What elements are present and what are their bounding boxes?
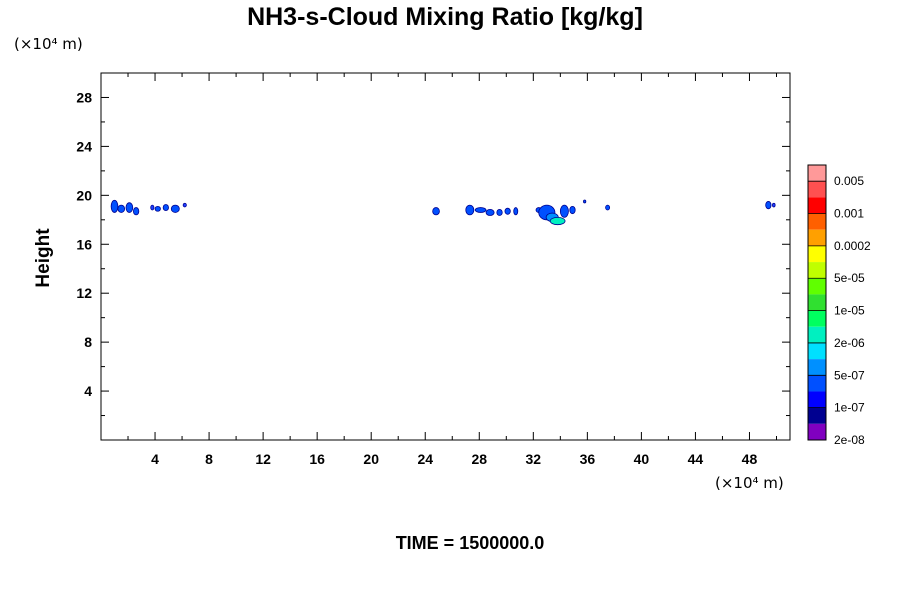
y-unit-label: (×10⁴ m) xyxy=(14,35,83,53)
x-tick-label: 8 xyxy=(205,451,213,467)
cloud-blob xyxy=(569,205,576,215)
cloud-blob xyxy=(154,205,161,212)
cloud-blob xyxy=(474,207,487,213)
cloud-blob xyxy=(117,204,126,213)
colorbar-swatch xyxy=(808,213,826,230)
x-tick-label: 32 xyxy=(526,451,542,467)
cloud-blob xyxy=(765,201,772,210)
x-tick-label: 48 xyxy=(742,451,758,467)
x-tick-label: 44 xyxy=(688,451,704,467)
colorbar-label: 5e-07 xyxy=(834,368,865,382)
x-tick-label: 12 xyxy=(255,451,271,467)
y-tick-label: 24 xyxy=(76,138,92,154)
plot-frame xyxy=(100,72,791,441)
x-tick-label: 40 xyxy=(634,451,650,467)
colorbar-label: 2e-08 xyxy=(834,433,865,447)
cloud-blob xyxy=(485,209,495,216)
x-tick-label: 20 xyxy=(363,451,379,467)
cloud-blob xyxy=(513,207,519,216)
colorbar-swatch xyxy=(808,181,826,198)
y-tick-label: 28 xyxy=(76,89,92,105)
y-tick-label: 8 xyxy=(84,334,92,350)
cloud-blob xyxy=(605,204,611,211)
cloud-blob xyxy=(170,204,180,213)
colorbar-swatch xyxy=(808,262,826,279)
cloud-blob xyxy=(549,216,566,226)
chart-title: NH3-s-Cloud Mixing Ratio [kg/kg] xyxy=(247,3,643,31)
colorbar-label: 2e-06 xyxy=(834,336,865,350)
data-field xyxy=(110,199,776,226)
cloud-blob xyxy=(496,209,503,216)
cloud-blob xyxy=(559,204,569,218)
colorbar-swatch xyxy=(808,375,826,392)
cloud-blob xyxy=(150,204,155,211)
y-tick-label: 20 xyxy=(76,187,92,203)
cloud-blob xyxy=(133,207,140,216)
cloud-blob xyxy=(432,207,440,216)
colorbar-label: 0.001 xyxy=(834,207,864,221)
cloud-blob xyxy=(772,202,776,208)
cloud-blob xyxy=(583,199,587,204)
x-tick-label: 16 xyxy=(309,451,325,467)
colorbar-swatch xyxy=(808,407,826,424)
colorbar-label: 1e-07 xyxy=(834,401,865,415)
colorbar: 0.005 0.001 0.0002 5e-05 1e-05 2e-06 5e-07 1e-0… xyxy=(807,164,871,447)
colorbar-swatch xyxy=(808,342,826,360)
x-tick-label: 4 xyxy=(151,451,159,467)
colorbar-swatch xyxy=(808,326,826,343)
colorbar-label: 1e-05 xyxy=(834,304,865,318)
colorbar-label: 5e-05 xyxy=(834,271,865,285)
x-unit-label: (×10⁴ m) xyxy=(715,474,784,492)
colorbar-swatch xyxy=(808,245,826,263)
y-tick-label: 4 xyxy=(84,383,92,399)
x-tick-label: 36 xyxy=(580,451,596,467)
colorbar-swatch xyxy=(808,229,826,246)
x-tick-label: 24 xyxy=(417,451,433,467)
cloud-blob xyxy=(504,207,511,215)
y-axis-label: Height xyxy=(33,228,54,288)
colorbar-label: 0.0002 xyxy=(834,239,871,253)
cloud-blob xyxy=(110,199,119,213)
colorbar-swatch xyxy=(808,278,826,295)
colorbar-swatch xyxy=(808,359,826,376)
colorbar-label: 0.005 xyxy=(834,174,864,188)
y-tick-label: 16 xyxy=(76,236,92,252)
colorbar-swatch xyxy=(808,294,826,311)
time-label: TIME = 1500000.0 xyxy=(396,533,545,553)
colorbar-swatch xyxy=(808,310,826,327)
cloud-blob xyxy=(162,204,169,212)
cloud-blob xyxy=(182,202,187,208)
colorbar-swatch xyxy=(808,391,826,408)
colorbar-swatch xyxy=(808,197,826,214)
cloud-blob xyxy=(125,202,134,213)
colorbar-swatch xyxy=(808,423,826,440)
cloud-blob xyxy=(465,204,475,216)
y-tick-label: 12 xyxy=(76,285,92,301)
x-tick-label: 28 xyxy=(471,451,487,467)
colorbar-swatch xyxy=(808,165,826,182)
